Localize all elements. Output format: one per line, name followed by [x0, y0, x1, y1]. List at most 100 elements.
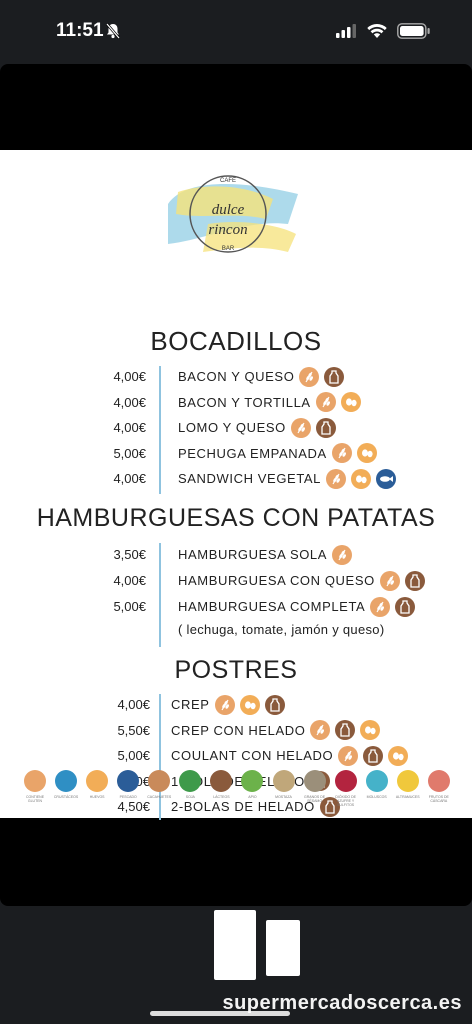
- gluten-allergen-icon: [370, 596, 391, 617]
- item-name: 2-BOLAS DE HELADO: [171, 799, 315, 814]
- item-name: BACON Y QUESO: [178, 369, 295, 384]
- item-name: CREP CON HELADO: [171, 722, 306, 738]
- legend-label: APIO: [248, 795, 257, 799]
- menu-item-row: 3,50€ HAMBURGUESA SOLA: [100, 542, 353, 567]
- fish-allergen-icon: [376, 468, 396, 489]
- logo-name-1: dulce: [212, 202, 245, 218]
- menu-item-row: 4,50€ 2-BOLAS DE HELADO: [104, 794, 340, 819]
- item-name: CREP: [171, 697, 210, 712]
- legend-label: CONTIENE GLUTEN: [25, 795, 45, 803]
- legend-item: MOSTAZA: [271, 770, 297, 807]
- item-price: 4,00€: [113, 369, 146, 384]
- legend-label: MOSTAZA: [275, 795, 292, 799]
- egg-allergen-icon: [356, 443, 377, 463]
- legend-label: CRUSTÁCEOS: [53, 795, 79, 799]
- legend-item: FRUTOS DE CÁSCARA: [426, 770, 452, 807]
- home-indicator[interactable]: [150, 1011, 290, 1016]
- allergen-legend: CONTIENE GLUTEN CRUSTÁCEOS HUEVOS PESCADO CA…: [22, 770, 452, 807]
- hamburguesa-note: ( lechuga, tomate, jamón y queso): [178, 622, 385, 637]
- menu-item-row: 5,50€ CREP CON HELADO: [104, 718, 381, 743]
- milk-allergen-icon: [395, 596, 416, 617]
- egg-allergen-icon: [239, 694, 260, 715]
- menu-item-row: 4,00€ HAMBURGUESA CON QUESO: [100, 568, 425, 593]
- item-name: HAMBURGUESA SOLA: [178, 547, 328, 562]
- legend-label: PESCADO: [119, 795, 137, 799]
- menu-item-row: 4,00€ SANDWICH VEGETAL: [100, 466, 396, 491]
- legend-item: DIÓXIDO DE AZUFRE Y SULFITOS: [333, 770, 359, 807]
- allergen-legend-icon: [334, 770, 357, 792]
- item-name: BACON Y TORTILLA: [178, 394, 311, 410]
- item-price: 4,00€: [117, 697, 150, 712]
- menu-item-row: 5,00€ HAMBURGUESA COMPLETA: [100, 594, 416, 619]
- legend-item: CRUSTÁCEOS: [53, 770, 79, 807]
- image-viewer[interactable]: CAFE dulce rincon BAR BOCADILLOS 4,00€ BA…: [0, 64, 472, 906]
- legend-item: APIO: [239, 770, 265, 807]
- legend-item: CACAHUETES: [146, 770, 172, 807]
- item-name: LOMO Y QUESO: [178, 420, 286, 435]
- watermark: supermercadoscerca.es: [222, 992, 462, 1014]
- allergen-legend-icon: [396, 770, 419, 792]
- divider-line: [159, 694, 161, 820]
- signal-icon: [336, 24, 358, 43]
- gluten-allergen-icon: [332, 544, 353, 565]
- allergen-legend-icon: [303, 770, 326, 792]
- legend-item: MOLUSCOS: [364, 770, 390, 807]
- allergen-legend-icon: [117, 770, 140, 792]
- legend-label: DIÓXIDO DE AZUFRE Y SULFITOS: [335, 795, 356, 807]
- legend-label: ALTRAMUCES: [395, 795, 420, 799]
- allergen-legend-icon: [55, 770, 78, 792]
- gluten-allergen-icon: [315, 392, 336, 412]
- milk-allergen-icon: [264, 694, 285, 715]
- logo-top-text: CAFE: [220, 178, 236, 184]
- legend-label: FRUTOS DE CÁSCARA: [428, 795, 449, 803]
- legend-item: HUEVOS: [84, 770, 110, 807]
- gluten-allergen-icon: [290, 417, 311, 438]
- egg-allergen-icon: [351, 468, 371, 489]
- gluten-allergen-icon: [299, 366, 320, 387]
- menu-item-row: 4,00€ CREP: [104, 692, 285, 717]
- legend-item: ALTRAMUCES: [395, 770, 421, 807]
- item-name: HAMBURGUESA CON QUESO: [178, 573, 375, 588]
- legend-label: SOJA: [185, 795, 195, 799]
- egg-allergen-icon: [388, 745, 409, 766]
- thumbnail-menu-2[interactable]: [266, 920, 300, 976]
- menu-item-row: 5,00€ COULANT CON HELADO: [104, 743, 409, 768]
- menu-item-row: 5,00€ PECHUGA EMPANADA: [100, 441, 377, 466]
- gluten-allergen-icon: [310, 720, 331, 740]
- menu-item-row: 4,00€ BACON Y TORTILLA: [100, 390, 361, 415]
- item-price: 3,50€: [113, 547, 146, 562]
- gluten-allergen-icon: [379, 570, 400, 591]
- section-title-bocadillos: BOCADILLOS: [150, 326, 322, 356]
- bell-muted-icon: [104, 22, 122, 45]
- item-price: 4,00€: [113, 471, 146, 486]
- thumbnail-menu-1[interactable]: [214, 910, 256, 980]
- gluten-allergen-icon: [326, 468, 346, 489]
- section-title-postres: POSTRES: [174, 656, 298, 684]
- allergen-legend-icon: [86, 770, 109, 792]
- logo-name-2: rincon: [208, 222, 247, 238]
- wifi-icon: [366, 22, 388, 44]
- legend-item: SOJA: [177, 770, 203, 807]
- item-price: 5,00€: [117, 748, 150, 763]
- legend-label: CACAHUETES: [147, 795, 172, 799]
- item-name: SANDWICH VEGETAL: [178, 471, 321, 486]
- allergen-legend-icon: [427, 770, 450, 792]
- legend-label: GRANOS DE SÉSAMO: [304, 795, 326, 803]
- milk-allergen-icon: [363, 745, 384, 766]
- milk-allergen-icon: [315, 417, 336, 438]
- egg-allergen-icon: [340, 392, 361, 412]
- allergen-legend-icon: [148, 770, 171, 792]
- allergen-legend-icon: [179, 770, 202, 792]
- legend-item: PESCADO: [115, 770, 141, 807]
- status-bar: 11:51: [0, 0, 472, 62]
- status-time: 11:51: [56, 20, 104, 41]
- legend-item: LÁCTEOS: [208, 770, 234, 807]
- logo-bottom-text: BAR: [222, 246, 235, 252]
- menu-item-row: 4,00€ BACON Y QUESO: [100, 364, 345, 389]
- legend-label: LÁCTEOS: [213, 795, 230, 799]
- item-price: 5,00€: [113, 599, 146, 614]
- egg-allergen-icon: [360, 720, 381, 740]
- allergen-legend-icon: [272, 770, 295, 792]
- gluten-allergen-icon: [338, 745, 359, 766]
- milk-allergen-icon: [324, 366, 345, 387]
